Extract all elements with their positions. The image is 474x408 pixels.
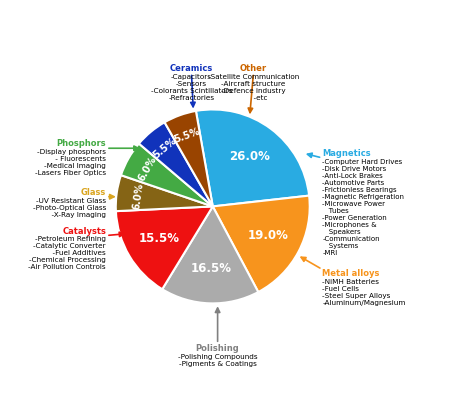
Text: 15.5%: 15.5%	[139, 232, 180, 245]
Text: Ceramics: Ceramics	[170, 64, 213, 73]
Text: Glass: Glass	[81, 188, 106, 197]
Text: 5.5%: 5.5%	[173, 126, 201, 144]
Text: 16.5%: 16.5%	[191, 262, 231, 275]
Text: 6.0%: 6.0%	[136, 155, 158, 183]
Text: -NiMH Batteries
-Fuel Cells
-Steel Super Alloys
-Aluminum/Magnesium: -NiMH Batteries -Fuel Cells -Steel Super…	[322, 279, 406, 306]
Wedge shape	[164, 111, 213, 206]
Text: -Polishing Compounds
-Pigments & Coatings: -Polishing Compounds -Pigments & Coating…	[178, 354, 257, 367]
Wedge shape	[116, 175, 213, 211]
Text: -Display phosphors
 - Fluorescents
-Medical Imaging
-Lasers Fiber Optics: -Display phosphors - Fluorescents -Medic…	[35, 149, 106, 176]
Text: 19.0%: 19.0%	[247, 229, 288, 242]
Wedge shape	[116, 206, 213, 289]
Text: Other: Other	[240, 64, 267, 73]
Text: Polishing: Polishing	[196, 344, 239, 353]
Text: 26.0%: 26.0%	[229, 150, 270, 163]
Text: Catalysts: Catalysts	[62, 226, 106, 235]
Wedge shape	[139, 122, 213, 206]
Text: -UV Resistant Glass
-Photo-Optical Glass
  -X-Ray Imaging: -UV Resistant Glass -Photo-Optical Glass…	[33, 198, 106, 218]
Text: Phosphors: Phosphors	[56, 139, 106, 148]
Text: -Satellite Communication
-Aircraft structure
-Defence industry
      -etc: -Satellite Communication -Aircraft struc…	[208, 73, 299, 100]
Text: -Petroleum Refining
-Catalytic Converter
  -Fuel Additives
-Chemical Processing
: -Petroleum Refining -Catalytic Converter…	[28, 237, 106, 271]
Text: Metal alloys: Metal alloys	[322, 269, 380, 278]
Text: 6.0%: 6.0%	[131, 182, 145, 210]
Wedge shape	[121, 144, 213, 206]
Text: -Capacitors
-Sensors
-Colorants Scintillators
-Refractories: -Capacitors -Sensors -Colorants Scintill…	[151, 73, 232, 100]
Text: Magnetics: Magnetics	[322, 149, 371, 158]
Wedge shape	[196, 109, 309, 206]
Wedge shape	[213, 195, 310, 292]
Wedge shape	[162, 206, 258, 304]
Text: 5.5%: 5.5%	[151, 136, 178, 161]
Text: -Computer Hard Drives
-Disk Drive Motors
-Anti-Lock Brakes
-Automotive Parts
-Fr: -Computer Hard Drives -Disk Drive Motors…	[322, 159, 404, 256]
